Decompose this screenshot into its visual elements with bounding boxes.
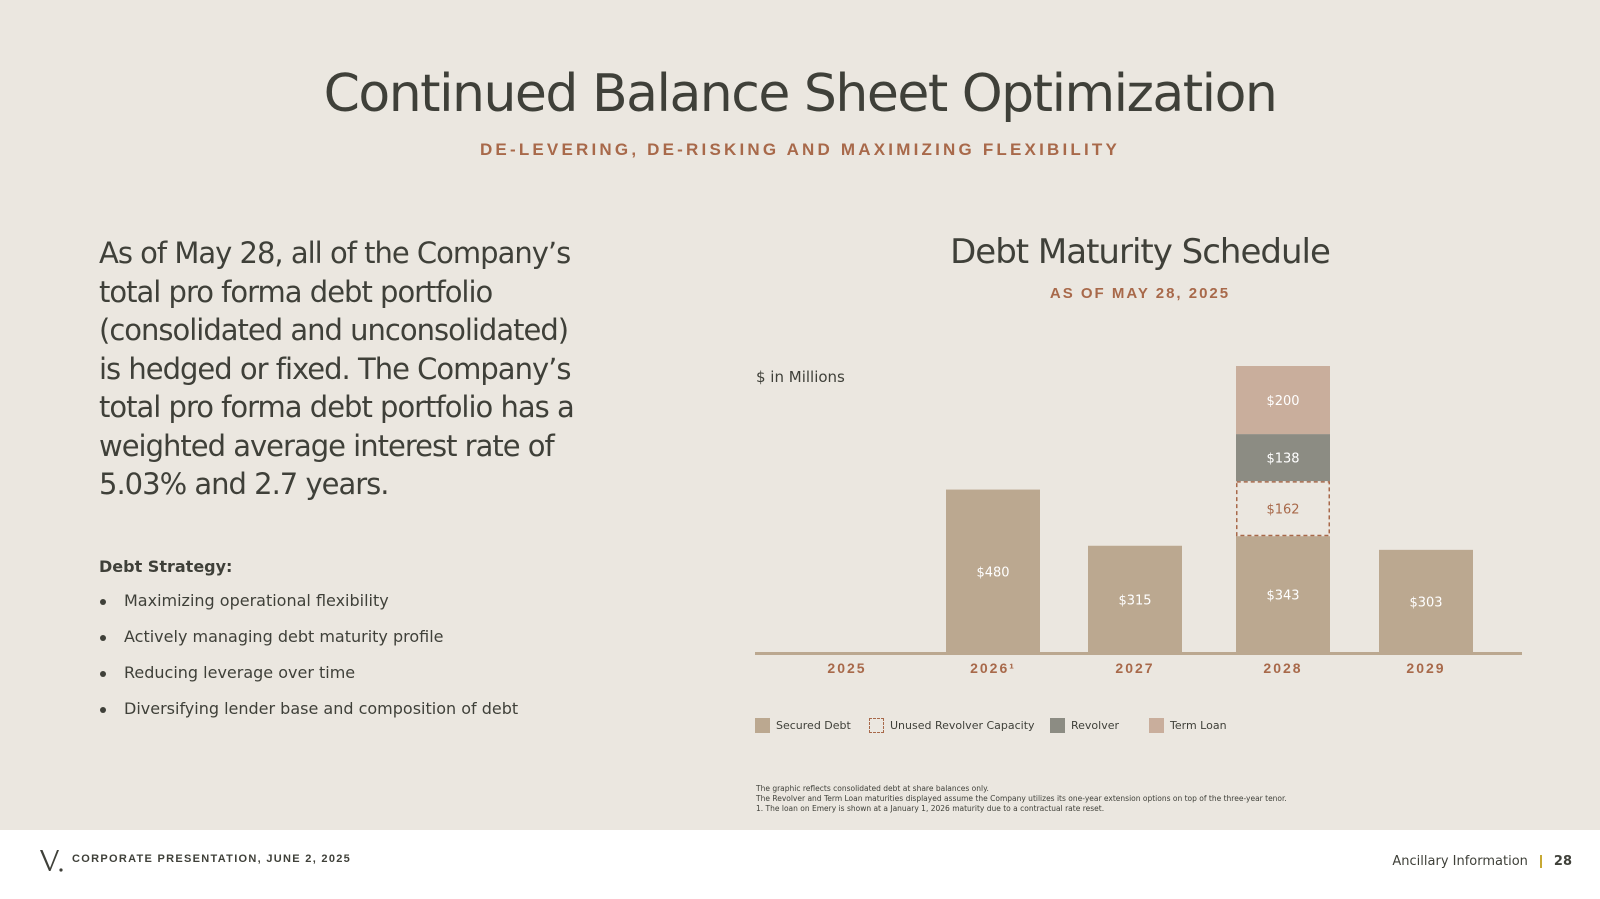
page-title: Continued Balance Sheet Optimization [323, 64, 1278, 124]
bar-secured-debt [1088, 545, 1182, 653]
footnotes: The graphic reflects consolidated debt a… [756, 784, 1287, 814]
footnote: The graphic reflects consolidated debt a… [756, 784, 989, 793]
strategy-item: Reducing leverage over time [99, 663, 518, 699]
legend-label: Term Loan [1170, 719, 1227, 732]
strategy-item: Actively managing debt maturity profile [99, 627, 518, 663]
strategy-item: Diversifying lender base and composition… [99, 699, 518, 735]
bar-unused-revolver-capacity [1236, 481, 1330, 537]
legend-item-secured-debt: Secured Debt [755, 718, 851, 733]
v-monogram-icon [40, 850, 63, 872]
page-number: 28 [1553, 854, 1572, 869]
x-tick-label: 2029 [1406, 660, 1445, 676]
x-tick-label: 2026¹ [970, 660, 1016, 676]
bar-value-label: $315 [1118, 593, 1151, 608]
legend-swatch-term-loan [1149, 718, 1164, 733]
bar-secured-debt [1236, 536, 1330, 653]
bar-revolver [1236, 434, 1330, 482]
legend-label: Revolver [1071, 719, 1120, 732]
strategy-list: Maximizing operational flexibility Activ… [99, 591, 518, 735]
footer-separator [1539, 855, 1542, 868]
bar-value-label: $343 [1266, 589, 1299, 604]
legend-item-term-loan: Term Loan [1149, 718, 1227, 733]
bar-value-label: $162 [1266, 503, 1299, 518]
strategy-heading: Debt Strategy: [99, 557, 233, 576]
legend-label: Secured Debt [776, 719, 851, 732]
bar-value-label: $200 [1266, 394, 1299, 409]
bar-term-loan [1236, 366, 1330, 435]
legend-item-revolver: Revolver [1050, 718, 1119, 733]
lead-paragraph: As of May 28, all of the Company’s total… [99, 236, 575, 501]
bar-value-label: $303 [1409, 595, 1442, 610]
legend-swatch-secured-debt [755, 718, 770, 733]
chart-unit-label: $ in Millions [756, 368, 845, 386]
footer-presentation-label: CORPORATE PRESENTATION, JUNE 2, 2025 [72, 853, 352, 865]
footnote: 1. The loan on Emery is shown at a Janua… [756, 804, 1105, 813]
x-tick-label: 2027 [1115, 660, 1154, 676]
legend-swatch-unused-revolver [869, 718, 884, 733]
chart-subtitle: AS OF MAY 28, 2025 [1049, 285, 1231, 302]
footer-bar: CORPORATE PRESENTATION, JUNE 2, 2025 Anc… [0, 830, 1600, 899]
legend-swatch-revolver [1050, 718, 1065, 733]
x-tick-label: 2025 [827, 660, 866, 676]
footer-section-label: Ancillary Information [1392, 854, 1528, 869]
bar-value-label: $138 [1266, 452, 1299, 467]
legend-label: Unused Revolver Capacity [890, 719, 1035, 732]
footnote: The Revolver and Term Loan maturities di… [756, 794, 1287, 803]
footer-page-info: Ancillary Information 28 [1392, 854, 1572, 869]
bar-secured-debt [1379, 549, 1473, 653]
bar-value-label: $480 [976, 565, 1009, 580]
chart-title: Debt Maturity Schedule [950, 232, 1331, 272]
legend-item-unused-revolver: Unused Revolver Capacity [869, 718, 1035, 733]
page-subtitle: DE-LEVERING, DE-RISKING AND MAXIMIZING F… [479, 140, 1121, 159]
strategy-item: Maximizing operational flexibility [99, 591, 518, 627]
bar-secured-debt [946, 489, 1040, 653]
x-tick-label: 2028 [1263, 660, 1302, 676]
